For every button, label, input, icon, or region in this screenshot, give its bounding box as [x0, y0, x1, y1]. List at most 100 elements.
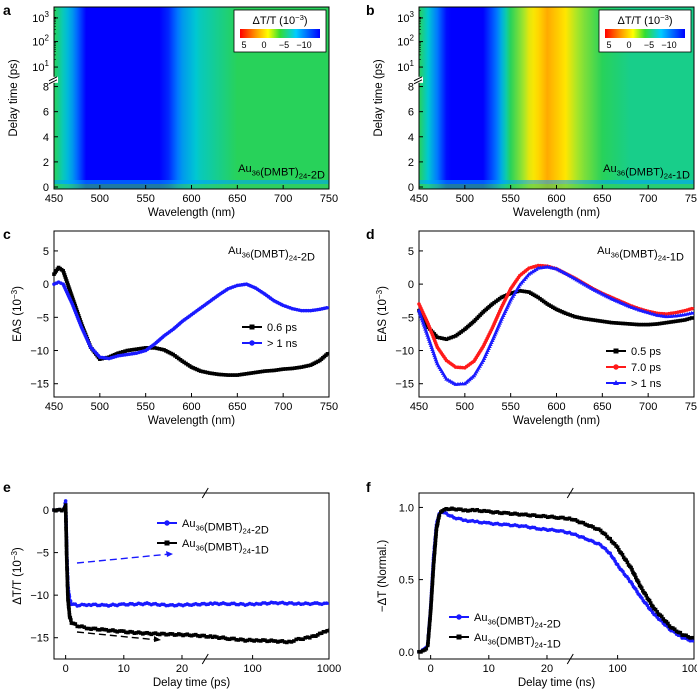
data-point [52, 508, 56, 512]
data-point [577, 315, 582, 320]
data-point [435, 335, 440, 340]
data-point [261, 638, 265, 642]
data-point [602, 319, 607, 324]
data-point [219, 635, 223, 640]
data-point [64, 512, 68, 516]
data-point [143, 631, 147, 635]
data-point [157, 632, 162, 637]
y-axis-label: Delay time (ps) [8, 59, 20, 136]
data-point [475, 508, 479, 512]
data-point [64, 539, 69, 544]
x-tick-label: 10 [118, 663, 130, 675]
data-point [151, 631, 156, 636]
data-point [321, 629, 326, 634]
data-point [169, 351, 174, 356]
data-point [482, 508, 486, 513]
legend-label: Au36(DMBT)24-2D [182, 518, 269, 537]
data-point [191, 366, 196, 370]
data-point [319, 631, 324, 636]
data-point [136, 347, 141, 351]
axis-break-mark [413, 76, 423, 82]
data-point [64, 558, 69, 563]
legend-marker [456, 634, 462, 640]
data-point [134, 347, 139, 351]
legend-label: 7.0 ps [631, 362, 661, 374]
data-point [84, 626, 89, 631]
data-point [233, 373, 237, 377]
data-point [65, 567, 69, 572]
y-tick-label: 0 [408, 279, 414, 291]
x-tick-label: 700 [274, 401, 292, 413]
data-point [271, 639, 276, 643]
y-tick-label: 102 [397, 34, 414, 49]
legend-label: Au36(DMBT)24-2D [474, 612, 561, 631]
y-tick-label: 0 [43, 505, 49, 517]
axis-break-mark [201, 653, 209, 665]
data-point [550, 514, 554, 519]
data-point [607, 320, 612, 325]
data-point [496, 322, 502, 327]
data-point [577, 520, 582, 525]
data-point [122, 629, 126, 633]
data-point [426, 640, 430, 645]
data-point [228, 373, 233, 377]
y-tick-label: −10 [395, 346, 414, 358]
data-point [252, 639, 256, 643]
data-point [470, 507, 475, 512]
data-point [575, 519, 580, 523]
data-point [528, 513, 533, 518]
x-tick-label: 450 [45, 193, 63, 205]
data-point [64, 277, 68, 281]
y-tick-label: 4 [43, 132, 49, 144]
data-point [435, 521, 440, 526]
data-point [314, 360, 318, 365]
data-point [511, 292, 517, 296]
data-point [91, 626, 96, 631]
data-point [301, 364, 306, 369]
data-point [683, 318, 687, 322]
data-point [430, 584, 434, 589]
data-point [308, 363, 313, 367]
data-point [530, 292, 535, 297]
x-tick-label: 750 [685, 401, 697, 413]
data-point [484, 350, 490, 355]
data-point [430, 590, 434, 594]
data-point [65, 281, 70, 285]
data-point [526, 513, 530, 518]
data-point [637, 322, 641, 327]
data-point [503, 307, 509, 312]
y-tick-label: 102 [32, 34, 49, 49]
data-point [74, 305, 78, 310]
colorbar-tick-label: 0 [626, 40, 631, 50]
data-point [543, 514, 548, 519]
data-point [575, 315, 579, 319]
data-point [235, 373, 240, 377]
data-point [664, 320, 669, 325]
data-point [164, 632, 168, 637]
data-point [73, 303, 77, 308]
data-point [69, 291, 73, 296]
data-point [251, 370, 256, 375]
data-point [499, 295, 504, 300]
data-point [567, 516, 572, 521]
data-point [176, 356, 181, 361]
data-point [69, 618, 73, 622]
data-point [524, 512, 528, 517]
data-point [471, 373, 477, 378]
data-point [198, 369, 203, 373]
data-point [634, 306, 639, 311]
data-point [491, 334, 497, 339]
data-point [236, 638, 241, 642]
data-point [100, 627, 104, 631]
data-point [67, 287, 72, 292]
data-point [596, 527, 601, 531]
data-point [434, 532, 438, 536]
data-point [497, 296, 502, 301]
data-point [217, 372, 221, 377]
data-point [432, 556, 436, 561]
data-point [618, 321, 623, 326]
data-point [481, 356, 487, 360]
data-point [433, 538, 438, 542]
data-point [325, 628, 329, 633]
data-point [299, 365, 304, 369]
